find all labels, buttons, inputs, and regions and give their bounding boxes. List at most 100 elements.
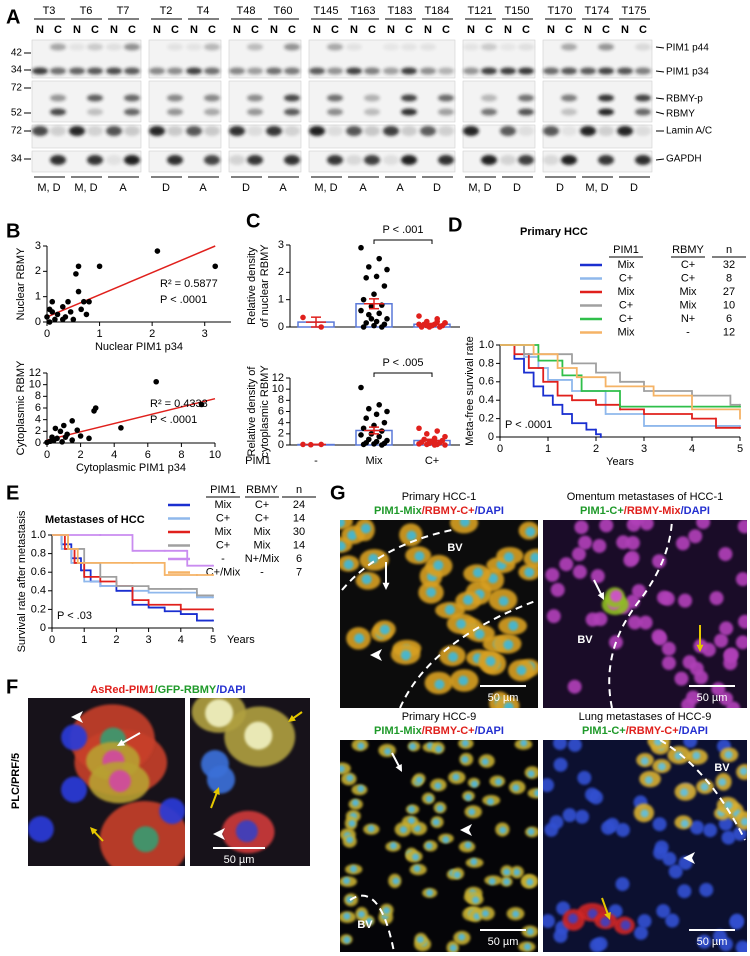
band [401, 67, 417, 75]
survival-curve [500, 344, 602, 438]
data-point [86, 435, 92, 442]
nucleus [590, 569, 605, 584]
band [186, 126, 202, 136]
scale-label: 50 µm [697, 936, 728, 948]
lane-label: C [288, 24, 296, 36]
nucleus [456, 619, 467, 630]
nucleus [516, 665, 527, 676]
nucleus [639, 520, 654, 531]
nucleus [481, 758, 489, 766]
stain-part: /RBMY-C+ [422, 725, 475, 737]
data-point [83, 311, 90, 318]
legend-n: 32 [723, 259, 735, 271]
band [364, 126, 380, 136]
nucleus [692, 751, 701, 760]
legend-rbmy: C+ [681, 272, 695, 284]
annotation: R² = 0.5877 [160, 278, 218, 290]
x-tick-label: 1 [97, 328, 103, 340]
nucleus [415, 776, 423, 784]
nucleus [448, 651, 459, 662]
nucleus [726, 701, 741, 708]
legend-header: n [726, 244, 732, 256]
nucleus [640, 757, 649, 766]
nucleus [132, 826, 159, 853]
nucleus [367, 825, 375, 833]
band [247, 67, 263, 75]
data-point [62, 434, 69, 440]
lane-label: C [171, 24, 179, 36]
data-point [381, 419, 388, 426]
stain-part: PIM1-C+ [582, 725, 626, 737]
nucleus [461, 756, 469, 764]
nucleus [474, 629, 485, 640]
y-tick-label: 8 [278, 394, 284, 406]
band [481, 94, 497, 102]
arrow-shaft [391, 752, 401, 769]
x-tick-label: 3 [202, 328, 208, 340]
band [106, 126, 122, 136]
lane-label: C [128, 24, 136, 36]
y-tick-label: 0 [488, 431, 494, 443]
nucleus [553, 740, 568, 751]
legend-pim1: C+ [619, 272, 633, 284]
band [167, 108, 183, 116]
lane-label: C [602, 24, 610, 36]
nucleus [637, 914, 652, 929]
cells [340, 740, 538, 952]
band [69, 67, 85, 75]
nucleus [623, 553, 638, 568]
nucleus [452, 773, 460, 781]
band [598, 94, 614, 102]
data-point [434, 428, 441, 434]
data-point [77, 433, 84, 439]
data-point [376, 255, 383, 262]
nucleus [343, 877, 351, 885]
nucleus [545, 567, 560, 582]
band [518, 108, 534, 116]
y-tick-label: 0 [278, 321, 284, 333]
nucleus [485, 656, 496, 667]
nucleus [661, 656, 676, 671]
band [284, 155, 300, 165]
data-point [81, 298, 87, 305]
x-tick-label: 5 [210, 634, 216, 646]
nucleus [724, 647, 739, 662]
lane-label: N [313, 24, 321, 36]
scale-label: 50 µm [488, 692, 519, 704]
nucleus [589, 938, 604, 952]
annotation: P < .0001 [150, 414, 197, 426]
arrow-head [213, 787, 220, 795]
y-tick-label: 0.8 [479, 357, 494, 369]
stain-part: PIM1-C+ [580, 505, 624, 517]
nucleus [574, 520, 589, 535]
lane-label: N [270, 24, 278, 36]
nucleus [61, 776, 88, 803]
lane-label: C [639, 24, 647, 36]
stain-part: /RBMY-C+ [626, 725, 679, 737]
diagnosis-label: A [199, 182, 207, 194]
cells [191, 698, 296, 854]
legend-n: 27 [723, 286, 735, 298]
sample-id: T7 [117, 5, 130, 17]
band [481, 43, 497, 51]
nucleus [615, 877, 630, 892]
x-tick-label: 2 [149, 328, 155, 340]
band-label: PIM1 p44 [666, 43, 709, 54]
nucleus [668, 864, 683, 879]
x-tick-label: 3 [146, 634, 152, 646]
band [327, 94, 343, 102]
nucleus [546, 609, 561, 624]
sample-id: T163 [350, 5, 375, 17]
vessel-outline [659, 739, 746, 841]
legend-header: PIM1 [210, 484, 236, 496]
diagnosis-label: D [433, 182, 441, 194]
stain-part: PIM1-Mix [374, 725, 423, 737]
legend-n: 7 [296, 566, 302, 578]
nucleus [562, 808, 577, 823]
nucleus [543, 778, 555, 793]
y-tick-label: 8 [35, 390, 41, 402]
x-tick-label: 4 [689, 443, 695, 455]
nucleus [436, 804, 444, 812]
band [50, 155, 66, 165]
stain-part: /DAPI [679, 725, 708, 737]
